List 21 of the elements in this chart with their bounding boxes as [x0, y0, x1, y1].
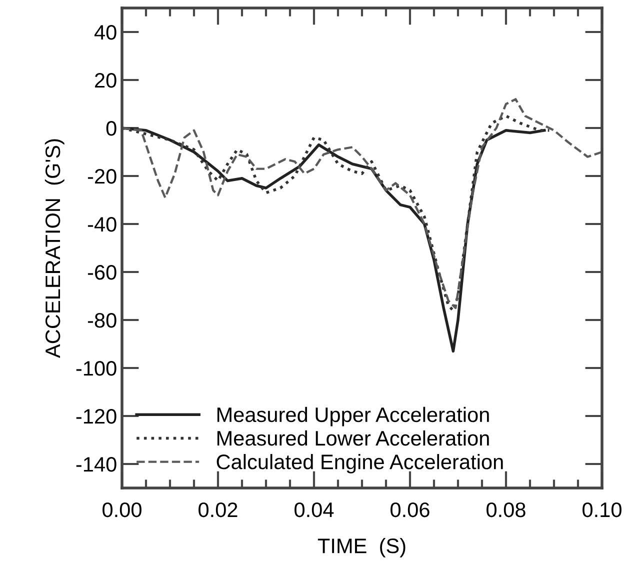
y-tick-label: -100 [76, 361, 116, 376]
x-tick-label: 0.10 [582, 502, 622, 518]
y-tick-label: -20 [88, 169, 116, 184]
y-tick-label: -60 [88, 265, 116, 280]
y-tick-label: -80 [88, 313, 116, 328]
legend-label: Measured Upper Acceleration [217, 406, 489, 426]
legend-label: Calculated Engine Acceleration [216, 454, 503, 474]
y-axis-title: ACCELERATION (G'S) [44, 139, 64, 358]
y-tick-label: 0 [106, 121, 116, 136]
legend-label: Measured Lower Acceleration [217, 430, 489, 446]
x-tick-label: 0.02 [198, 502, 238, 518]
x-tick-label: 0.06 [390, 502, 430, 518]
y-tick-label: -120 [76, 409, 116, 424]
y-tick-label: -140 [76, 457, 116, 472]
y-tick-label: 20 [95, 73, 116, 88]
x-tick-label: 0.08 [486, 502, 526, 518]
y-tick-label: -40 [88, 217, 116, 232]
x-tick-label: 0.00 [102, 502, 142, 518]
x-axis-title: TIME (S) [318, 538, 406, 558]
y-tick-label: 40 [94, 25, 116, 40]
x-tick-label: 0.04 [294, 502, 334, 518]
